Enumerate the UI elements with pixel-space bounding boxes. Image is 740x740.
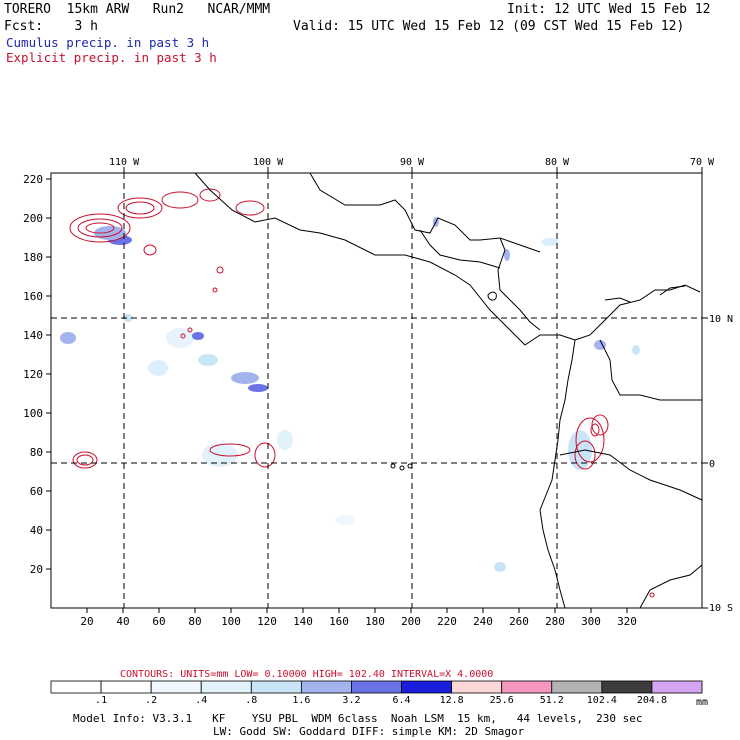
y-tick-label: 60 [30,485,43,498]
cumulus-legend: Cumulus precip. in past 3 h [6,35,210,50]
colorbar-swatch [300,680,352,694]
colorbar-swatch [150,680,202,694]
lon-label: 100 W [253,157,284,168]
colorbar-label: 6.4 [393,695,411,706]
colorbar-label: 102.4 [587,695,617,706]
lon-label: 90 W [400,157,425,168]
colorbar-swatch [250,680,302,694]
colorbar-swatch [501,680,553,694]
grid-lines [51,173,702,608]
precip-colorbar: .1 .2 .4 .8 1.6 3.2 6.4 12.8 25.6 51.2 102.4 204.8 [50,680,703,706]
explicit-legend: Explicit precip. in past 3 h [6,50,217,65]
lat-label: 10 N [709,314,733,325]
x-axis: 20 40 60 80 100 120 140 160 180 200 220 240 260 280 30… [80,608,637,628]
y-tick-label: 40 [30,524,43,537]
x-tick-label: 100 [221,615,241,628]
map-frame [50,172,703,609]
cumulus-precip-areas [60,217,640,572]
forecast-hour: Fcst: 3 h [4,19,98,34]
colorbar-swatch [451,680,503,694]
colorbar-swatch [100,680,152,694]
colorbar-label: 25.6 [490,695,514,706]
x-tick-label: 40 [116,615,129,628]
colorbar-label: .4 [195,695,207,706]
y-tick-label: 180 [23,251,43,264]
colorbar-label: 51.2 [540,695,564,706]
lon-label: 70 W [690,157,715,168]
colorbar-label: .8 [245,695,257,706]
x-tick-label: 80 [188,615,201,628]
colorbar-swatch [651,680,703,694]
colorbar-label: .1 [95,695,107,706]
x-tick-label: 20 [80,615,93,628]
lon-label: 80 W [545,157,570,168]
colorbar-swatch [200,680,252,694]
physics-info: LW: Godd SW: Goddard DIFF: simple KM: 2D… [213,725,525,738]
valid-time: Valid: 15 UTC Wed 15 Feb 12 (09 CST Wed … [293,19,685,34]
y-tick-label: 100 [23,407,43,420]
lon-ticks [123,167,708,609]
x-tick-label: 280 [545,615,565,628]
colorbar-swatch [50,680,102,694]
y-tick-label: 200 [23,212,43,225]
x-tick-label: 120 [257,615,277,628]
x-tick-label: 140 [293,615,313,628]
colorbar-label: 12.8 [440,695,464,706]
x-tick-label: 260 [509,615,529,628]
contour-caption: CONTOURS: UNITS=mm LOW= 0.10000 HIGH= 10… [120,669,493,680]
colorbar-label: .2 [145,695,157,706]
lat-label: 10 S [709,603,733,614]
y-tick-label: 80 [30,446,43,459]
lon-label: 110 W [109,157,140,168]
x-tick-label: 300 [581,615,601,628]
coastlines [194,172,703,609]
x-tick-label: 180 [365,615,385,628]
colorbar-swatch [401,680,453,694]
x-tick-label: 240 [473,615,493,628]
y-tick-label: 140 [23,329,43,342]
colorbar-swatch [601,680,653,694]
y-tick-label: 160 [23,290,43,303]
y-axis: 20 40 60 80 100 120 140 160 180 200 220 [23,173,51,576]
model-title: TORERO 15km ARW Run2 NCAR/MMM [4,2,271,17]
colorbar-unit: mm [696,697,708,708]
init-time: Init: 12 UTC Wed 15 Feb 12 [507,2,711,17]
x-tick-label: 60 [152,615,165,628]
y-tick-label: 220 [23,173,43,186]
x-tick-label: 220 [437,615,457,628]
x-tick-label: 160 [329,615,349,628]
lat-label: 0 [709,459,715,470]
x-tick-label: 200 [401,615,421,628]
colorbar-swatch [551,680,603,694]
x-tick-label: 320 [617,615,637,628]
colorbar-label: 204.8 [637,695,667,706]
model-info: Model Info: V3.3.1 KF YSU PBL WDM 6class… [73,712,643,725]
explicit-precip-contours [69,188,655,598]
colorbar-label: 3.2 [342,695,360,706]
colorbar-label: 1.6 [292,695,310,706]
colorbar-swatch [351,680,402,694]
y-tick-label: 20 [30,563,43,576]
y-tick-label: 120 [23,368,43,381]
